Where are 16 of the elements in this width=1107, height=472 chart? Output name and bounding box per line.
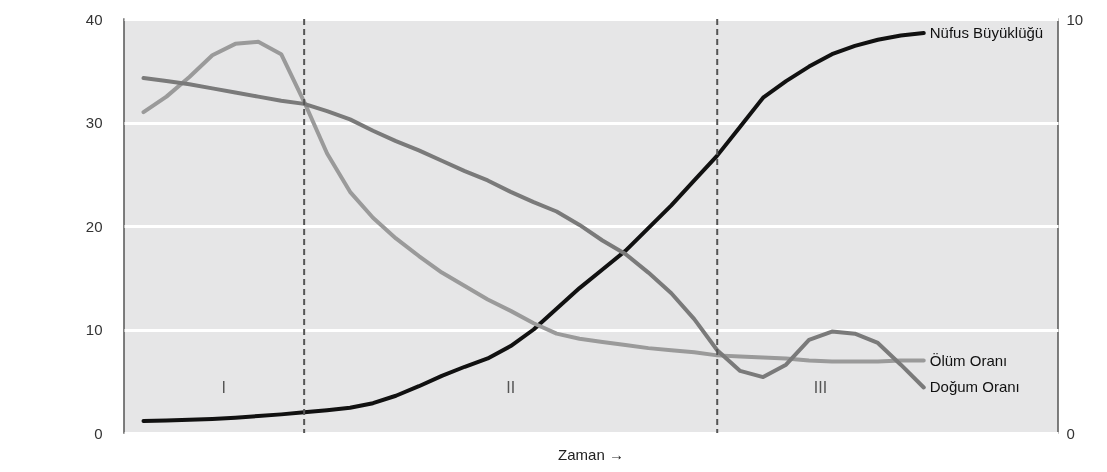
y-tick-label: 20: [85, 217, 103, 235]
y2-tick-label: 10: [1066, 10, 1084, 28]
y-tick-label: 30: [85, 114, 103, 131]
line-series: [141, 31, 926, 423]
y-tick-label: 0: [94, 424, 103, 442]
series-label: Ölüm Oranı: [929, 351, 1008, 369]
series-label: Doğum Oranı: [929, 378, 1020, 396]
annotation: II: [506, 379, 516, 396]
y2-tick-label: 0: [1066, 424, 1075, 442]
annotation: I: [221, 379, 227, 396]
x-axis-title: Zaman →: [558, 446, 624, 463]
line-series: [141, 39, 926, 364]
y-tick-label: 10: [85, 321, 103, 338]
y-tick-label: 40: [85, 10, 103, 28]
annotation: III: [813, 379, 828, 396]
series-label: Nüfus Büyüklüğü: [929, 24, 1044, 42]
